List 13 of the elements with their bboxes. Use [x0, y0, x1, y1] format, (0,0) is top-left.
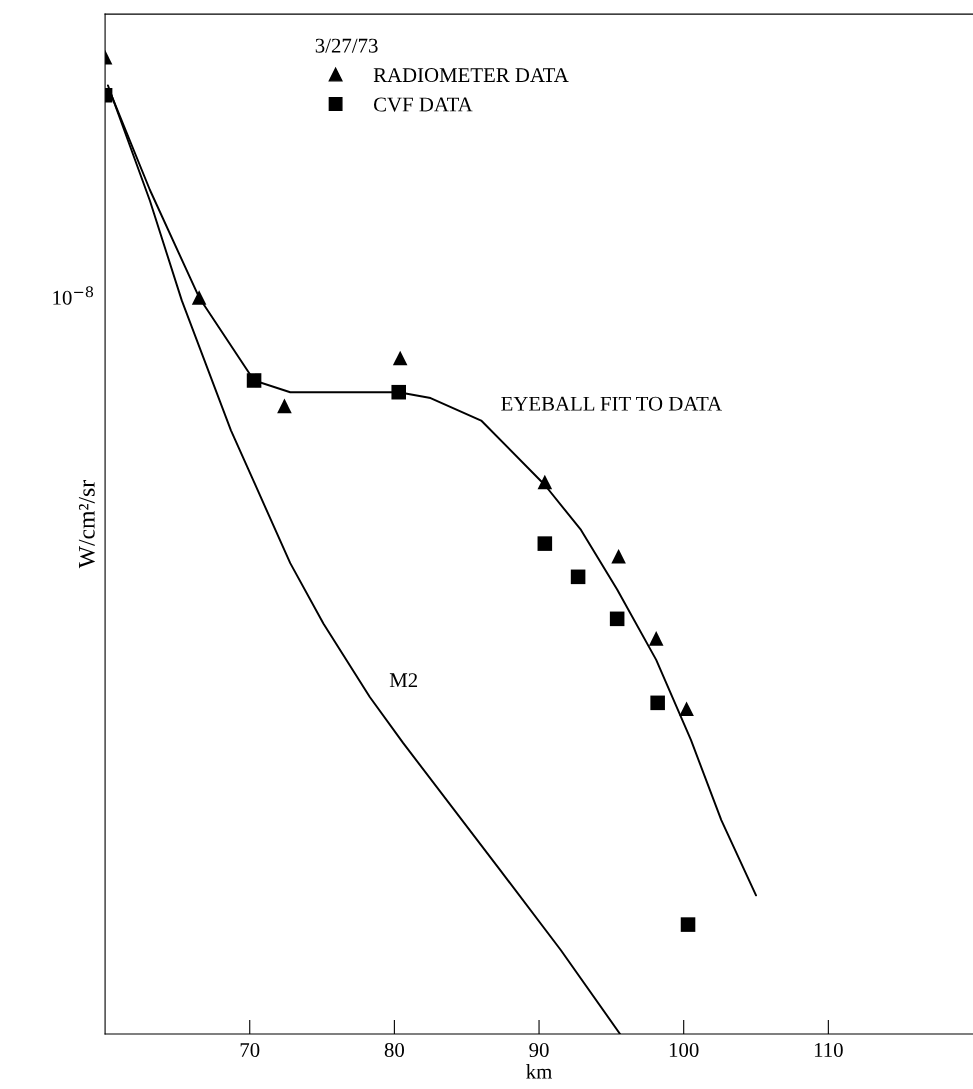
series-label: EYEBALL FIT TO DATA — [501, 396, 723, 411]
x-tick-label: 70 — [240, 1042, 260, 1057]
x-axis-title: km — [526, 1064, 553, 1079]
x-tick-label: 100 — [669, 1042, 699, 1057]
legend-title: 3/27/73 — [315, 38, 378, 53]
y-axis-title: W/cm²/sr — [78, 480, 95, 569]
series-label: M2 — [389, 673, 418, 687]
text: 10$^{−8}$ — [53, 286, 94, 305]
x-tick-label: 110 — [814, 1042, 843, 1057]
x-tick-label: 90 — [529, 1042, 549, 1057]
x-tick-label: 80 — [384, 1042, 405, 1057]
legend-label: RADIOMETER DATA — [373, 68, 569, 83]
legend-label: CVF DATA — [373, 97, 473, 112]
